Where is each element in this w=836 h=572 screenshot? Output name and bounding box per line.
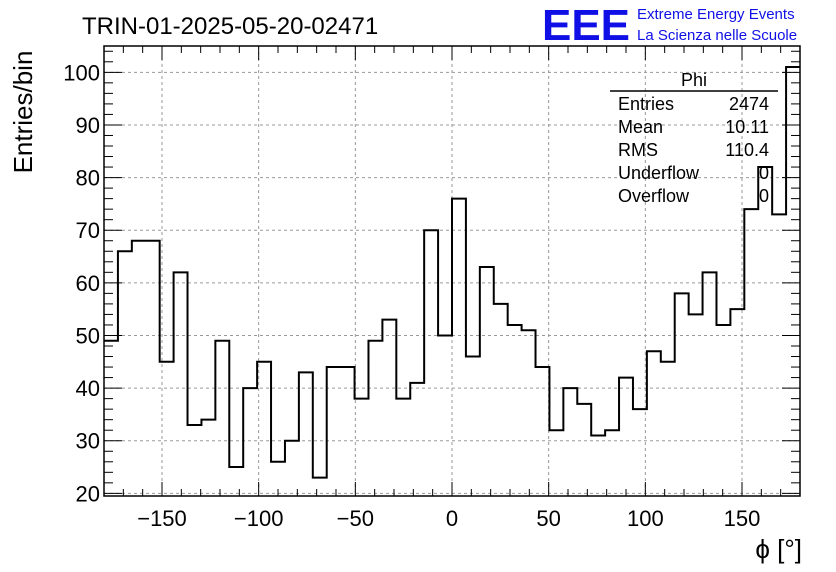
- histogram-line: [104, 66, 800, 479]
- stats-label: Overflow: [618, 186, 690, 206]
- x-tick-label: 100: [627, 506, 664, 531]
- eee-logo-mark: EEE: [542, 1, 630, 50]
- plot-frame: [103, 45, 801, 497]
- x-tick-label: −50: [337, 506, 374, 531]
- eee-logo-line1: Extreme Energy Events: [637, 6, 795, 23]
- eee-logo: EEE Extreme Energy Events La Scienza nel…: [542, 1, 797, 50]
- y-axis-label: Entries/bin: [8, 51, 38, 174]
- y-tick-label: 50: [76, 323, 100, 348]
- y-tick-labels: 20 30 40 50 60 70 80 90 100: [63, 60, 100, 506]
- y-tick-label: 20: [76, 481, 100, 506]
- stats-label: Mean: [618, 117, 663, 137]
- y-tick-label: 70: [76, 218, 100, 243]
- y-tick-label: 60: [76, 271, 100, 296]
- x-tick-label: 150: [724, 506, 761, 531]
- y-tick-label: 30: [76, 429, 100, 454]
- x-tick-label: −150: [137, 506, 187, 531]
- y-tick-label: 100: [63, 60, 100, 85]
- x-tick-label: 50: [536, 506, 560, 531]
- eee-logo-line2: La Scienza nelle Scuole: [637, 27, 797, 44]
- y-tick-label: 40: [76, 376, 100, 401]
- stats-value: 110.4: [725, 140, 769, 160]
- stats-label: Underflow: [618, 163, 700, 183]
- stats-box: Phi Entries 2474 Mean 10.11 RMS 110.4 Un…: [610, 70, 778, 206]
- stats-value: 10.11: [725, 117, 769, 137]
- x-tick-labels: −150 −100 −50 0 50 100 150: [137, 506, 760, 531]
- stats-label: RMS: [618, 140, 658, 160]
- stats-value: 2474: [729, 94, 769, 114]
- x-axis-label: ϕ [°]: [755, 534, 802, 564]
- stats-value: 0: [759, 163, 769, 183]
- x-tick-label: −100: [234, 506, 284, 531]
- stats-label: Entries: [618, 94, 674, 114]
- axis-ticks: [103, 46, 801, 496]
- chart-title: TRIN-01-2025-05-20-02471: [82, 13, 378, 40]
- stats-value: 0: [759, 186, 769, 206]
- stats-title: Phi: [681, 70, 707, 90]
- x-tick-label: 0: [446, 506, 458, 531]
- y-tick-label: 90: [76, 113, 100, 138]
- y-tick-label: 80: [76, 166, 100, 191]
